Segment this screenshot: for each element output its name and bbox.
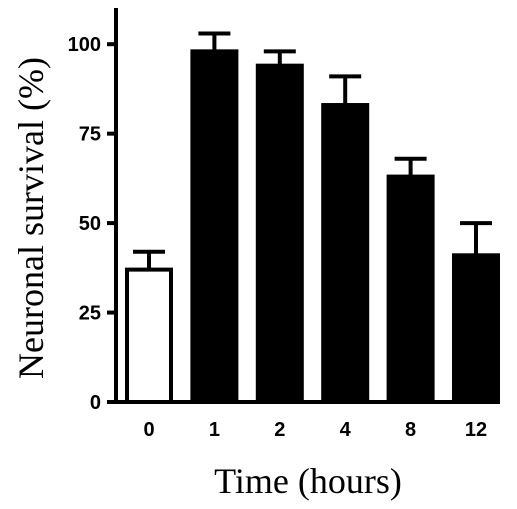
bar-12 [452,253,500,404]
x-axis-title: Time (hours) [214,461,402,501]
bar-2 [255,63,304,404]
bar-1 [190,49,239,405]
bar-4 [321,103,370,404]
axes-layer [114,8,500,404]
x-tick-label-4: 4 [340,419,352,441]
x-tick-label-8: 8 [405,419,416,441]
x-tick-label-0: 0 [143,419,154,441]
bar-0 [125,267,173,405]
x-tick-label-1: 1 [209,419,220,441]
bar-8 [386,174,435,404]
y-axis-title: Neuronal survival (%) [11,57,51,379]
y-tick-label-50: 50 [79,213,101,235]
y-tick-label-25: 25 [79,303,101,325]
y-tick-label-75: 75 [79,124,101,146]
y-tick-label-100: 100 [68,34,101,56]
bars-layer [125,31,500,405]
y-tick-label-0: 0 [90,392,101,414]
x-tick-label-2: 2 [274,419,285,441]
x-tick-label-12: 12 [465,419,487,441]
